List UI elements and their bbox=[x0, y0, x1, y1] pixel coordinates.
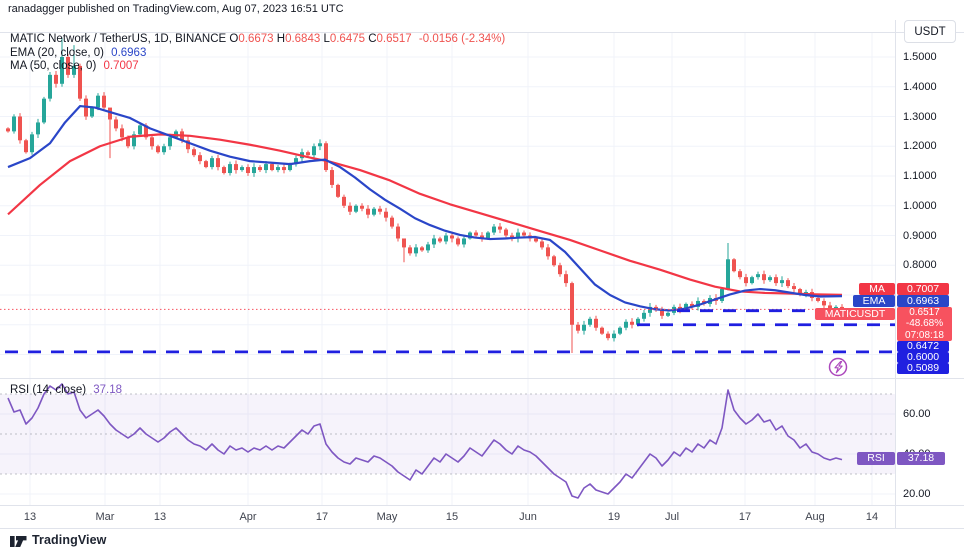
pane-top-border bbox=[0, 32, 964, 33]
rsi-line[interactable] bbox=[7, 383, 843, 499]
rsi-tick-20.00: 20.00 bbox=[903, 488, 931, 500]
ohlc-key-O: O bbox=[229, 33, 239, 45]
symbol-legend-row[interactable]: MATIC Network / TetherUS, 1D, BINANCE O0… bbox=[10, 33, 505, 45]
ema-legend-row[interactable]: EMA (20, close, 0) 0.6963 bbox=[10, 47, 146, 59]
ma-scale-tag: MA bbox=[859, 283, 895, 295]
rsi-scale-value: 37.18 bbox=[897, 452, 945, 465]
time-label-Aug: Aug bbox=[805, 511, 825, 523]
ohlc-key-L: L bbox=[320, 33, 330, 45]
rsi-legend-label: RSI (14, close) bbox=[10, 384, 87, 396]
price-tick-0.9000: 0.9000 bbox=[903, 229, 937, 242]
ema-legend-label: EMA (20, close, 0) bbox=[10, 47, 104, 59]
price-axis[interactable]: 1.5000 1.4000 1.3000 1.2000 1.1000 1.0000 0.90… bbox=[895, 32, 964, 505]
ohlc-value-L: 0.6475 bbox=[329, 33, 366, 45]
ohlc-value-O: 0.6673 bbox=[238, 33, 274, 45]
last-price-value: 0.6517 bbox=[909, 307, 940, 318]
price-tick-1.1000: 1.1000 bbox=[903, 170, 937, 182]
time-label-Apr: Apr bbox=[239, 511, 257, 523]
gridlines bbox=[0, 32, 895, 505]
ema-scale-value: 0.6963 bbox=[897, 295, 949, 307]
ema-legend-value: 0.6963 bbox=[111, 47, 147, 59]
session-change-percent: -48.68% bbox=[905, 318, 944, 330]
time-label-Mar: Mar bbox=[95, 511, 115, 523]
time-label-May: May bbox=[376, 511, 398, 523]
price-tick-1.2000: 1.2000 bbox=[903, 140, 937, 153]
ma-legend-label: MA (50, close, 0) bbox=[10, 60, 97, 72]
lightning-emoji-marker[interactable] bbox=[828, 357, 848, 377]
rsi-scale-tag: RSI bbox=[857, 452, 895, 465]
tradingview-wordmark: TradingView bbox=[32, 533, 107, 547]
ema20-line[interactable] bbox=[7, 104, 843, 312]
attribution-header: ranadagger published on TradingView.com,… bbox=[8, 3, 344, 15]
price-pane[interactable] bbox=[0, 37, 896, 377]
last-price-scale-badge: 0.6517 -48.68% 07:08:18 bbox=[897, 307, 952, 341]
price-tick-1.0000: 1.0000 bbox=[903, 199, 937, 212]
time-label-Jun: Jun bbox=[519, 511, 537, 523]
ma-legend-row[interactable]: MA (50, close, 0) 0.7007 bbox=[10, 60, 139, 72]
time-label-14: 14 bbox=[865, 511, 879, 523]
price-tick-1.4000: 1.4000 bbox=[903, 80, 937, 93]
time-axis-border bbox=[0, 505, 964, 506]
time-label-15: 15 bbox=[445, 511, 459, 523]
time-label-13: 13 bbox=[153, 511, 167, 523]
bar-countdown: 07:08:18 bbox=[905, 329, 944, 341]
price-tick-1.5000: 1.5000 bbox=[903, 51, 937, 63]
ohlc-value-C: 0.6517 bbox=[376, 33, 412, 45]
pane-divider[interactable] bbox=[0, 378, 964, 379]
ma50-line[interactable] bbox=[7, 133, 843, 296]
ohlc-value-H: 0.6843 bbox=[285, 33, 321, 45]
rsi-pane[interactable] bbox=[0, 383, 896, 499]
price-axis-border bbox=[895, 20, 896, 528]
symbol-scale-tag: MATICUSDT bbox=[815, 308, 895, 320]
footer-border bbox=[0, 528, 964, 529]
ohlc-key-H: H bbox=[273, 33, 286, 45]
time-label-13: 13 bbox=[23, 511, 37, 523]
price-tick-1.3000: 1.3000 bbox=[903, 110, 937, 123]
level-label-1: 0.6472 bbox=[897, 341, 949, 352]
change-value: -0.0156 (-2.34%) bbox=[418, 33, 506, 45]
time-label-17: 17 bbox=[315, 511, 329, 523]
level-label-2: 0.6000 bbox=[897, 352, 949, 363]
ohlc-values: O0.6673 H0.6843 L0.6475 C0.6517 bbox=[229, 33, 411, 45]
time-label-Jul: Jul bbox=[664, 511, 680, 523]
ma-scale-value: 0.7007 bbox=[897, 283, 949, 295]
level-label-3: 0.5089 bbox=[897, 363, 949, 374]
ohlc-key-C: C bbox=[365, 33, 377, 45]
time-label-19: 19 bbox=[607, 511, 621, 523]
ema-scale-tag: EMA bbox=[853, 295, 895, 307]
currency-unit-button[interactable]: USDT bbox=[904, 20, 956, 43]
rsi-legend-value: 37.18 bbox=[93, 384, 123, 396]
tradingview-logo[interactable]: TradingView bbox=[10, 533, 107, 547]
rsi-tick-60.00: 60.00 bbox=[903, 408, 931, 420]
time-label-17: 17 bbox=[738, 511, 752, 523]
ma-legend-value: 0.7007 bbox=[103, 60, 139, 72]
time-axis[interactable]: 13 Mar 13 Apr 17 May 15 Jun 19 Jul 17 Aug 14 bbox=[0, 505, 964, 528]
price-tick-0.8000: 0.8000 bbox=[903, 259, 937, 272]
tradingview-logo-icon bbox=[10, 536, 27, 547]
rsi-legend-row[interactable]: RSI (14, close) 37.18 bbox=[10, 384, 122, 396]
symbol-title: MATIC Network / TetherUS, 1D, BINANCE bbox=[10, 33, 227, 45]
